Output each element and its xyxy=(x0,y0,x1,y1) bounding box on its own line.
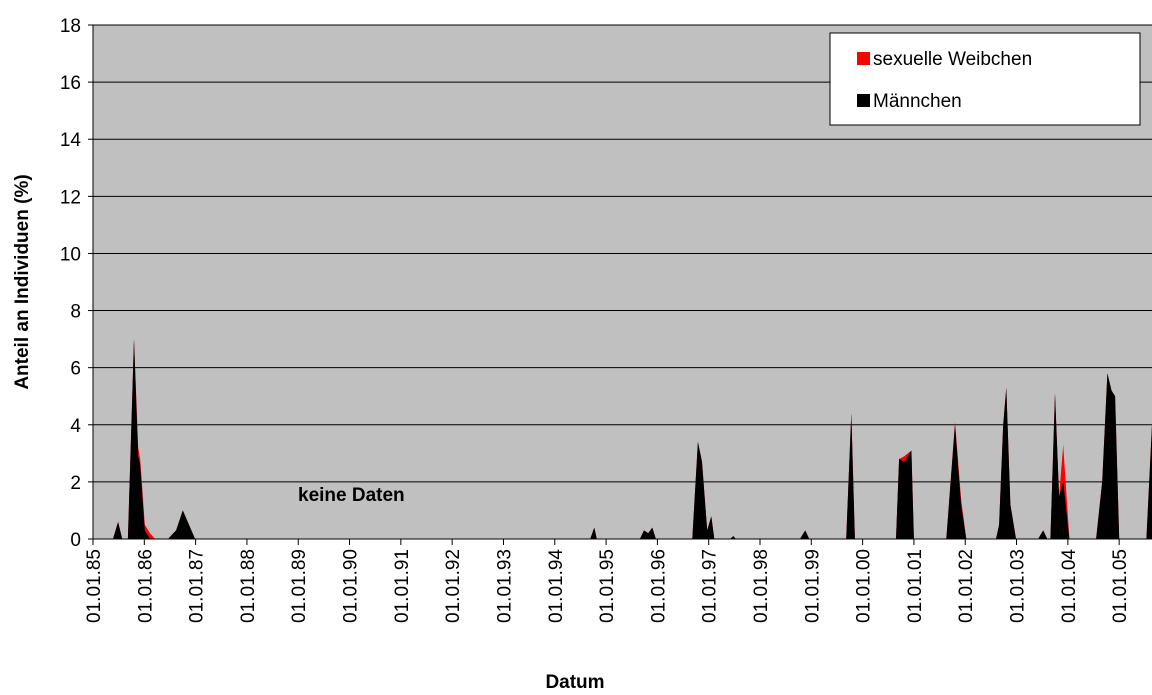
x-tick-label: 01.01.99 xyxy=(802,549,823,623)
x-tick-label: 01.01.87 xyxy=(187,549,208,623)
x-tick-label: 01.01.02 xyxy=(956,549,977,623)
x-tick-label: 01.01.04 xyxy=(1059,549,1080,623)
x-tick-label: 01.01.03 xyxy=(1008,549,1029,623)
x-tick-label: 01.01.96 xyxy=(648,549,669,623)
y-tick-label: 12 xyxy=(60,187,81,208)
legend-label: Männchen xyxy=(873,91,962,112)
x-tick-label: 01.01.85 xyxy=(84,549,105,623)
x-tick-label: 01.01.00 xyxy=(854,549,875,623)
y-tick-label: 2 xyxy=(70,473,81,494)
legend-box xyxy=(829,32,1141,126)
x-tick-label: 01.01.92 xyxy=(443,549,464,623)
legend-swatch xyxy=(857,94,870,107)
y-axis-title: Anteil an Individuen (%) xyxy=(12,174,33,389)
x-tick-label: 01.01.93 xyxy=(494,549,515,623)
x-tick-label: 01.01.05 xyxy=(1110,549,1131,623)
x-tick-label: 01.01.86 xyxy=(135,549,156,623)
y-tick-label: 8 xyxy=(70,302,81,323)
x-tick-label: 01.01.98 xyxy=(751,549,772,623)
y-tick-label: 0 xyxy=(70,530,81,551)
x-tick-label: 01.01.97 xyxy=(700,549,721,623)
x-tick-label: 01.01.95 xyxy=(597,549,618,623)
x-tick-label: 01.01.01 xyxy=(905,549,926,623)
x-tick-label: 01.01.88 xyxy=(238,549,259,623)
annotation: keine Daten xyxy=(298,485,405,506)
x-tick-label: 01.01.94 xyxy=(546,549,567,623)
x-tick-label: 01.01.89 xyxy=(289,549,310,623)
legend-swatch xyxy=(857,52,870,65)
y-tick-label: 4 xyxy=(70,416,81,437)
x-tick-label: 01.01.91 xyxy=(392,549,413,623)
y-tick-label: 18 xyxy=(60,16,81,37)
y-tick-label: 14 xyxy=(60,130,82,151)
legend-label: sexuelle Weibchen xyxy=(873,49,1032,70)
y-tick-label: 16 xyxy=(60,73,81,94)
y-tick-label: 6 xyxy=(70,359,81,380)
legend: sexuelle Weibchen Männchen xyxy=(829,32,1141,126)
y-tick-label: 10 xyxy=(60,244,81,265)
x-tick-label: 01.01.90 xyxy=(341,549,362,623)
x-axis-title: Datum xyxy=(545,672,604,693)
